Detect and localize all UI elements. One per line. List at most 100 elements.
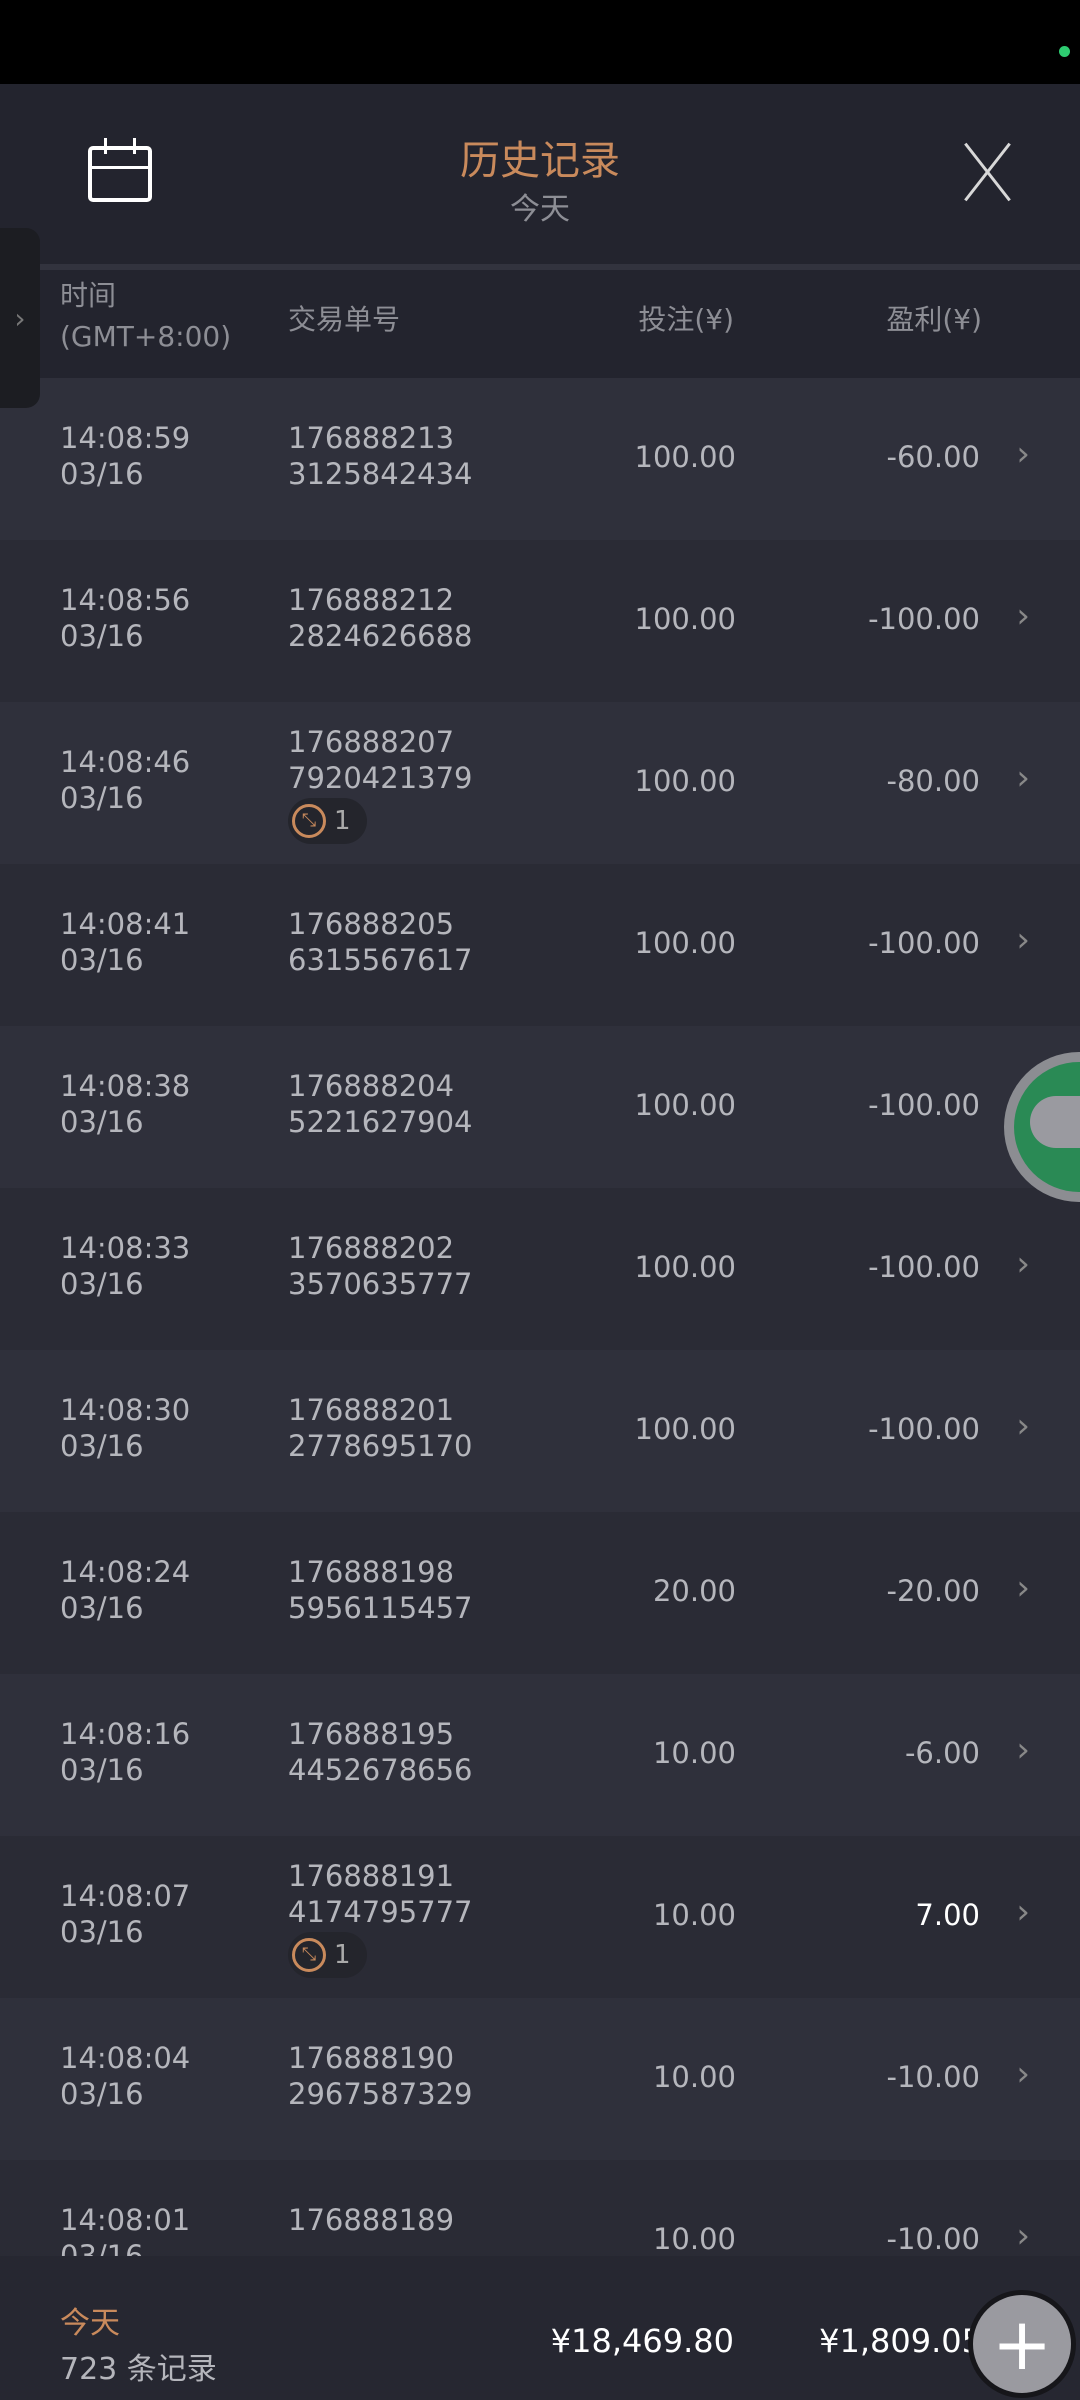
- profit-value: -100.00: [868, 1412, 980, 1446]
- row-time: 14:08:30 03/16: [60, 1392, 190, 1464]
- chevron-right-icon[interactable]: ›: [1016, 2054, 1030, 2094]
- stake-value: 10.00: [652, 2222, 736, 2256]
- time-value: 14:08:16: [60, 1717, 191, 1751]
- col-time-tz: (GMT+8:00): [60, 320, 232, 353]
- date-value: 03/16: [60, 943, 144, 977]
- order-number: 176888201 2778695170: [288, 1392, 473, 1464]
- total-stake: ¥18,469.80: [550, 2322, 734, 2360]
- order-number: 176888202 3570635777: [288, 1230, 473, 1302]
- order-line-2: 6315567617: [288, 943, 473, 977]
- chevron-right-icon[interactable]: ›: [1016, 758, 1030, 798]
- close-icon[interactable]: [958, 142, 1018, 202]
- order-line-1: 176888205: [288, 907, 455, 941]
- profit-value: -100.00: [868, 1088, 980, 1122]
- total-profit: ¥1,809.05: [819, 2322, 982, 2360]
- row-time: 14:08:41 03/16: [60, 906, 190, 978]
- order-number: 176888205 6315567617: [288, 906, 473, 978]
- profit-value: -60.00: [886, 440, 981, 474]
- table-row[interactable]: 14:08:07 03/16 176888191 4174795777 ⤡ 1 10.00 7…: [0, 1836, 1080, 1998]
- chevron-right-icon[interactable]: ›: [1016, 434, 1030, 474]
- summary-footer: 今天 723 条记录 ¥18,469.80 ¥1,809.05: [0, 2256, 1080, 2400]
- calendar-icon[interactable]: [88, 138, 152, 202]
- time-value: 14:08:01: [60, 2203, 191, 2237]
- chevron-right-icon[interactable]: ›: [1016, 1730, 1030, 1770]
- table-row[interactable]: 14:08:16 03/16 176888195 4452678656 10.00 -6.…: [0, 1674, 1080, 1836]
- badge-count: 1: [334, 1940, 351, 1970]
- date-value: 03/16: [60, 781, 144, 815]
- stake-value: 100.00: [634, 602, 736, 636]
- footer-period: 今天: [60, 2306, 120, 2341]
- order-number: 176888195 4452678656: [288, 1716, 473, 1788]
- row-time: 14:08:38 03/16: [60, 1068, 190, 1140]
- table-row[interactable]: 14:08:41 03/16 176888205 6315567617 100.00 -1…: [0, 864, 1080, 1026]
- table-row[interactable]: 14:08:59 03/16 176888213 3125842434 100.00 -6…: [0, 378, 1080, 540]
- row-time: 14:08:16 03/16: [60, 1716, 190, 1788]
- combo-badge[interactable]: ⤡ 1: [288, 798, 367, 844]
- time-value: 14:08:07: [60, 1879, 191, 1913]
- stake-value: 100.00: [634, 1250, 736, 1284]
- table-row[interactable]: 14:08:04 03/16 176888190 2967587329 10.00 -10…: [0, 1998, 1080, 2160]
- shrink-arrows-icon: ⤡: [292, 804, 326, 838]
- table-row[interactable]: 14:08:56 03/16 176888212 2824626688 100.00 -1…: [0, 540, 1080, 702]
- chevron-right-icon[interactable]: ›: [1016, 920, 1030, 960]
- header: 历史记录 今天: [0, 84, 1080, 264]
- chevron-right-icon[interactable]: ›: [1016, 596, 1030, 636]
- table-row[interactable]: 14:08:38 03/16 176888204 5221627904 100.00 -1…: [0, 1026, 1080, 1188]
- order-number: 176888198 5956115457: [288, 1554, 473, 1626]
- combo-badge[interactable]: ⤡ 1: [288, 1932, 367, 1978]
- profit-value: -10.00: [886, 2060, 981, 2094]
- order-line-1: 176888198: [288, 1555, 455, 1589]
- chevron-right-icon[interactable]: ›: [1016, 1568, 1030, 1608]
- chevron-right-icon[interactable]: ›: [1016, 1406, 1030, 1446]
- table-row[interactable]: 14:08:24 03/16 176888198 5956115457 20.00 -20…: [0, 1512, 1080, 1674]
- order-line-2: 3570635777: [288, 1267, 473, 1301]
- add-button[interactable]: +: [968, 2290, 1076, 2398]
- time-value: 14:08:59: [60, 421, 191, 455]
- column-headers: 时间 (GMT+8:00) 交易单号 投注(¥) 盈利(¥): [0, 270, 1080, 378]
- order-number: 176888191 4174795777 ⤡ 1: [288, 1858, 473, 1978]
- row-time: 14:08:56 03/16: [60, 582, 190, 654]
- order-line-1: 176888207: [288, 725, 455, 759]
- order-line-2: 4452678656: [288, 1753, 473, 1787]
- profit-value: 7.00: [915, 1898, 980, 1932]
- order-line-1: 176888202: [288, 1231, 455, 1265]
- status-indicator-dot: [1059, 46, 1070, 57]
- order-line-2: 5956115457: [288, 1591, 473, 1625]
- col-profit: 盈利(¥): [886, 303, 982, 336]
- chevron-right-icon[interactable]: ›: [1016, 1892, 1030, 1932]
- order-number: 176888189: [288, 2202, 454, 2238]
- profit-value: -100.00: [868, 926, 980, 960]
- stake-value: 100.00: [634, 926, 736, 960]
- order-line-2: 4174795777: [288, 1895, 473, 1929]
- profit-value: -80.00: [886, 764, 981, 798]
- time-value: 14:08:24: [60, 1555, 191, 1589]
- order-number: 176888212 2824626688: [288, 582, 473, 654]
- order-line-1: 176888204: [288, 1069, 455, 1103]
- profit-value: -6.00: [904, 1736, 980, 1770]
- history-list: 14:08:59 03/16 176888213 3125842434 100.00 -6…: [0, 378, 1080, 2256]
- divider: [0, 264, 1080, 270]
- date-value: 03/16: [60, 1429, 144, 1463]
- row-time: 14:08:07 03/16: [60, 1878, 190, 1950]
- order-line-2: 5221627904: [288, 1105, 473, 1139]
- profit-value: -20.00: [886, 1574, 981, 1608]
- stake-value: 10.00: [652, 1898, 736, 1932]
- order-line-1: 176888201: [288, 1393, 455, 1427]
- chevron-right-icon[interactable]: ›: [1016, 1244, 1030, 1284]
- table-row[interactable]: 14:08:46 03/16 176888207 7920421379 ⤡ 1 100.00…: [0, 702, 1080, 864]
- chevron-right-icon[interactable]: ›: [1016, 2216, 1030, 2256]
- table-row[interactable]: 14:08:33 03/16 176888202 3570635777 100.00 -1…: [0, 1188, 1080, 1350]
- side-drawer-handle[interactable]: ›: [0, 228, 40, 408]
- table-row[interactable]: 14:08:30 03/16 176888201 2778695170 100.00 -1…: [0, 1350, 1080, 1512]
- col-stake: 投注(¥): [638, 303, 734, 336]
- stake-value: 100.00: [634, 1412, 736, 1446]
- row-time: 14:08:33 03/16: [60, 1230, 190, 1302]
- order-number: 176888190 2967587329: [288, 2040, 473, 2112]
- stake-value: 10.00: [652, 2060, 736, 2094]
- order-line-2: 7920421379: [288, 761, 473, 795]
- shrink-arrows-icon: ⤡: [292, 1938, 326, 1972]
- table-row[interactable]: 14:08:01 03/16 176888189 10.00 -10.00 ›: [0, 2160, 1080, 2256]
- order-line-1: 176888212: [288, 583, 455, 617]
- profit-value: -100.00: [868, 1250, 980, 1284]
- date-value: 03/16: [60, 1105, 144, 1139]
